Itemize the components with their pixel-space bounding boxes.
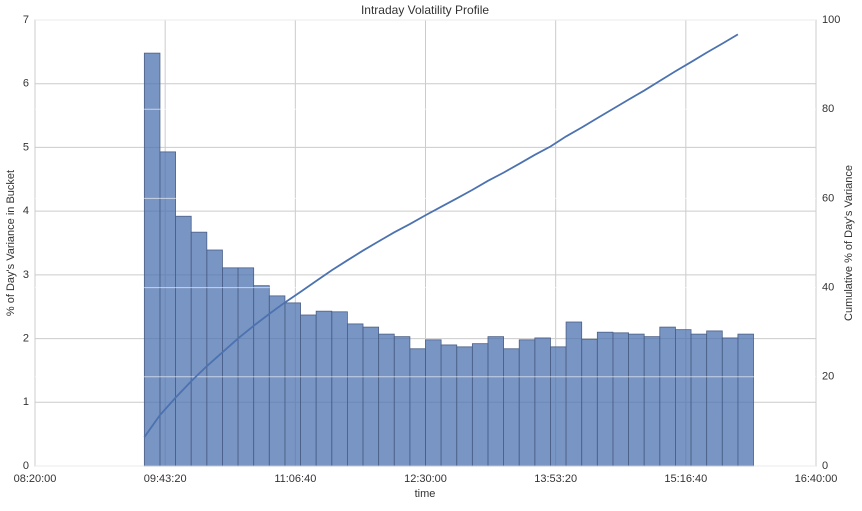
bar xyxy=(518,339,536,467)
y-tick-label: 3 xyxy=(23,269,29,281)
y2-axis-label: Cumulative % of Day's Variance xyxy=(843,165,855,321)
y2-tick-label: 40 xyxy=(822,282,834,294)
bar xyxy=(706,330,723,467)
y-tick-label: 2 xyxy=(23,332,29,344)
chart-title: Intraday Volatility Profile xyxy=(361,3,489,17)
x-axis-label: time xyxy=(415,488,436,500)
bar xyxy=(237,267,255,467)
y-tick-label: 0 xyxy=(23,460,29,472)
bar xyxy=(675,329,692,467)
y2-tick-label: 60 xyxy=(822,192,834,204)
x-tick-label: 09:43:20 xyxy=(144,473,187,485)
x-tick-label: 11:06:40 xyxy=(274,473,316,485)
bar xyxy=(159,151,176,467)
bar xyxy=(378,333,395,467)
bar xyxy=(346,323,364,467)
bar xyxy=(628,333,645,467)
cumulative-line xyxy=(143,33,739,438)
bar xyxy=(425,339,442,467)
y-tick-label: 7 xyxy=(23,14,29,26)
bar xyxy=(534,337,551,467)
bar xyxy=(487,336,505,467)
bar xyxy=(175,215,192,467)
y-tick-label: 6 xyxy=(23,78,29,90)
y2-tick-label: 80 xyxy=(822,103,834,115)
bar xyxy=(659,326,676,467)
y-axis-label: % of Day's Variance in Bucket xyxy=(5,170,17,316)
bar xyxy=(222,267,239,467)
bar xyxy=(643,336,661,467)
y2-tick-label: 20 xyxy=(822,371,834,383)
bar xyxy=(315,310,333,467)
y2-tick-label: 0 xyxy=(822,460,828,472)
y-tick-label: 4 xyxy=(23,205,29,217)
x-tick-label: 08:20:00 xyxy=(14,473,57,485)
bar xyxy=(268,295,286,467)
bar xyxy=(565,321,583,467)
bar xyxy=(393,336,411,467)
bar xyxy=(331,311,348,467)
bar xyxy=(362,326,380,467)
bar xyxy=(284,302,301,467)
bar xyxy=(409,348,426,467)
y2-tick-label: 100 xyxy=(822,14,840,26)
bar xyxy=(440,344,458,467)
bar xyxy=(190,231,208,467)
bar xyxy=(253,285,270,467)
bar xyxy=(737,333,754,467)
bar xyxy=(581,338,598,467)
bar xyxy=(503,348,520,467)
y-tick-label: 5 xyxy=(23,141,29,153)
x-tick-label: 12:30:00 xyxy=(404,473,447,485)
bar xyxy=(550,346,567,467)
bar xyxy=(596,331,614,467)
bar xyxy=(456,346,473,467)
bar xyxy=(143,52,161,467)
bar xyxy=(721,337,739,467)
x-tick-label: 15:16:40 xyxy=(664,473,707,485)
x-tick-label: 16:40:00 xyxy=(795,473,838,485)
bar xyxy=(690,333,708,467)
bar xyxy=(471,343,489,467)
bar xyxy=(300,314,317,467)
bar xyxy=(612,332,629,467)
x-tick-label: 13:53:20 xyxy=(534,473,577,485)
y-tick-label: 1 xyxy=(23,396,29,408)
